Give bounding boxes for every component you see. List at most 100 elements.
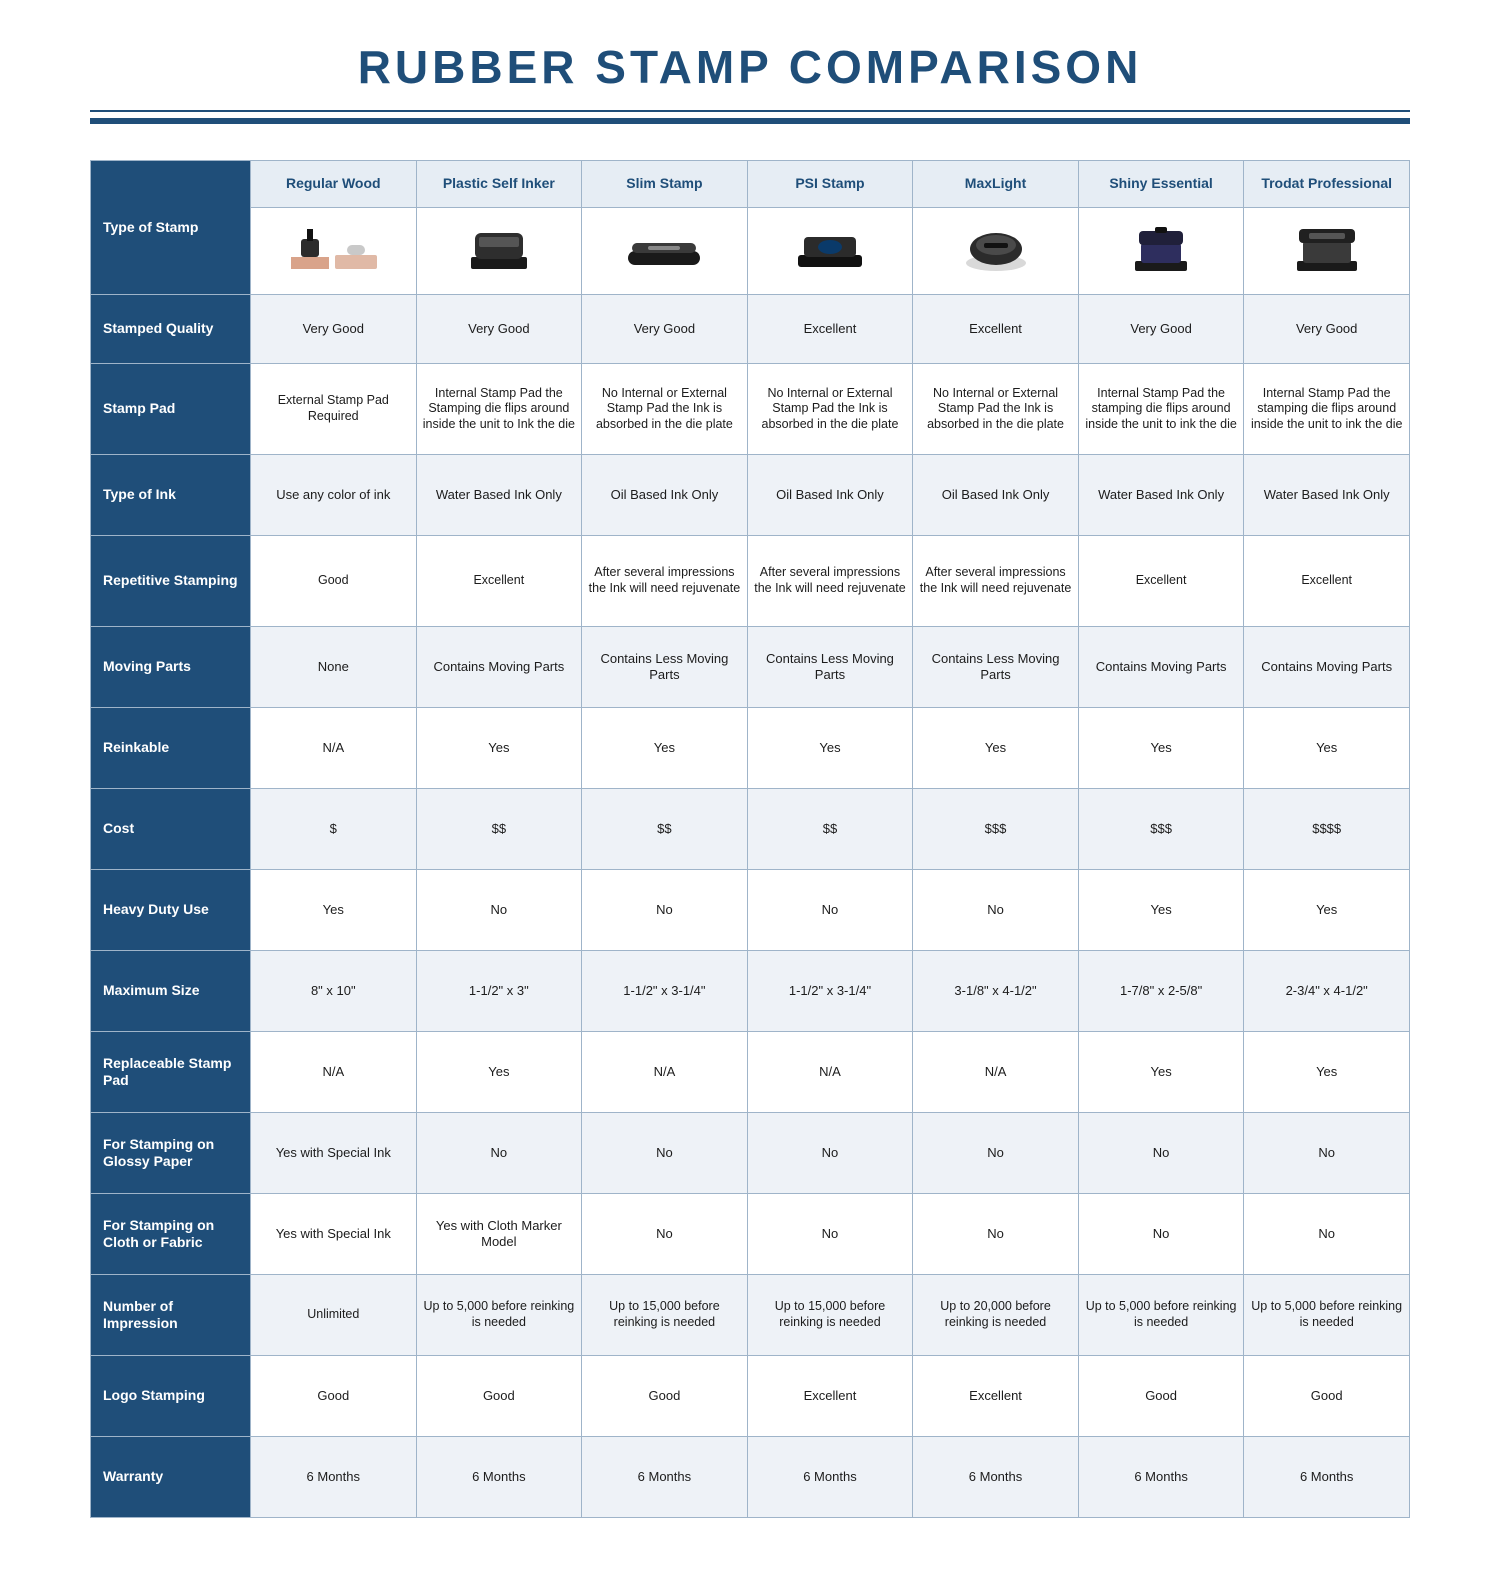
cell: After several impressions the Ink will n…	[913, 536, 1079, 627]
cell: Water Based Ink Only	[1078, 455, 1244, 536]
stamp-image-cell	[747, 208, 913, 295]
cell: Excellent	[1078, 536, 1244, 627]
table-body: Stamped QualityVery GoodVery GoodVery Go…	[91, 295, 1410, 1518]
cell: Good	[582, 1356, 748, 1437]
row-label: Warranty	[91, 1437, 251, 1518]
cell: 1-1/2" x 3-1/4"	[582, 951, 748, 1032]
table-row: Number of ImpressionUnlimitedUp to 5,000…	[91, 1275, 1410, 1356]
table-row: ReinkableN/AYesYesYesYesYesYes	[91, 708, 1410, 789]
table-row: Moving PartsNoneContains Moving PartsCon…	[91, 627, 1410, 708]
cell: No	[416, 870, 582, 951]
cell: 6 Months	[1244, 1437, 1410, 1518]
page-title: RUBBER STAMP COMPARISON	[90, 40, 1410, 94]
cell: Yes with Special Ink	[251, 1113, 417, 1194]
cell: No	[913, 870, 1079, 951]
col-header: Plastic Self Inker	[416, 161, 582, 208]
cell: External Stamp Pad Required	[251, 364, 417, 455]
cell: $$$$	[1244, 789, 1410, 870]
col-header: PSI Stamp	[747, 161, 913, 208]
table-row: Cost$$$$$$$$$$$$$$$$$	[91, 789, 1410, 870]
cell: $	[251, 789, 417, 870]
stamp-psi-icon	[780, 223, 880, 275]
stamp-image-cell	[913, 208, 1079, 295]
cell: Excellent	[913, 1356, 1079, 1437]
cell: No	[1244, 1113, 1410, 1194]
cell: No	[747, 1194, 913, 1275]
cell: Excellent	[913, 295, 1079, 364]
stamp-wood-icon	[283, 223, 383, 275]
cell: Yes	[416, 708, 582, 789]
cell: No	[582, 1113, 748, 1194]
table-row: Replaceable Stamp PadN/AYesN/AN/AN/AYesY…	[91, 1032, 1410, 1113]
cell: Up to 15,000 before reinking is needed	[747, 1275, 913, 1356]
cell: N/A	[251, 708, 417, 789]
cell: No Internal or External Stamp Pad the In…	[747, 364, 913, 455]
cell: Up to 15,000 before reinking is needed	[582, 1275, 748, 1356]
row-label: Heavy Duty Use	[91, 870, 251, 951]
cell: Yes	[1244, 1032, 1410, 1113]
cell: No	[747, 870, 913, 951]
stamp-max-icon	[946, 223, 1046, 275]
cell: Very Good	[251, 295, 417, 364]
cell: No	[1244, 1194, 1410, 1275]
row-label: Reinkable	[91, 708, 251, 789]
cell: Yes	[747, 708, 913, 789]
cell: Use any color of ink	[251, 455, 417, 536]
stamp-image-cell	[416, 208, 582, 295]
cell: $$	[416, 789, 582, 870]
cell: Yes	[1244, 708, 1410, 789]
cell: Yes	[1078, 870, 1244, 951]
cell: Good	[1078, 1356, 1244, 1437]
stamp-shiny-icon	[1111, 223, 1211, 275]
cell: 6 Months	[582, 1437, 748, 1518]
corner-label: Type of Stamp	[91, 161, 251, 295]
col-header: Trodat Professional	[1244, 161, 1410, 208]
cell: No Internal or External Stamp Pad the In…	[582, 364, 748, 455]
cell: Yes with Special Ink	[251, 1194, 417, 1275]
table-row: Logo StampingGoodGoodGoodExcellentExcell…	[91, 1356, 1410, 1437]
cell: $$$	[1078, 789, 1244, 870]
cell: 6 Months	[913, 1437, 1079, 1518]
row-label: Replaceable Stamp Pad	[91, 1032, 251, 1113]
cell: Yes	[416, 1032, 582, 1113]
cell: Yes	[1244, 870, 1410, 951]
cell: Contains Moving Parts	[1078, 627, 1244, 708]
stamp-image-cell	[582, 208, 748, 295]
cell: After several impressions the Ink will n…	[747, 536, 913, 627]
cell: Good	[416, 1356, 582, 1437]
cell: N/A	[582, 1032, 748, 1113]
table-row: Maximum Size8" x 10"1-1/2" x 3"1-1/2" x …	[91, 951, 1410, 1032]
cell: No	[416, 1113, 582, 1194]
col-header: MaxLight	[913, 161, 1079, 208]
stamp-image-cell	[1244, 208, 1410, 295]
row-label: Type of Ink	[91, 455, 251, 536]
cell: Oil Based Ink Only	[582, 455, 748, 536]
cell: $$$	[913, 789, 1079, 870]
cell: $$	[582, 789, 748, 870]
stamp-slim-icon	[614, 223, 714, 275]
cell: Oil Based Ink Only	[747, 455, 913, 536]
row-label: For Stamping on Cloth or Fabric	[91, 1194, 251, 1275]
cell: Excellent	[1244, 536, 1410, 627]
cell: 3-1/8" x 4-1/2"	[913, 951, 1079, 1032]
cell: 1-1/2" x 3-1/4"	[747, 951, 913, 1032]
cell: Water Based Ink Only	[416, 455, 582, 536]
cell: Contains Less Moving Parts	[747, 627, 913, 708]
cell: 6 Months	[251, 1437, 417, 1518]
table-row: Type of InkUse any color of inkWater Bas…	[91, 455, 1410, 536]
cell: Water Based Ink Only	[1244, 455, 1410, 536]
table-row: For Stamping on Cloth or FabricYes with …	[91, 1194, 1410, 1275]
comparison-table: Type of Stamp Regular Wood Plastic Self …	[90, 160, 1410, 1518]
table-row: Repetitive StampingGoodExcellentAfter se…	[91, 536, 1410, 627]
cell: 6 Months	[747, 1437, 913, 1518]
cell: Yes	[1078, 1032, 1244, 1113]
cell: N/A	[913, 1032, 1079, 1113]
title-rule-thin	[90, 110, 1410, 112]
cell: No	[1078, 1194, 1244, 1275]
table-row: Stamped QualityVery GoodVery GoodVery Go…	[91, 295, 1410, 364]
cell: Excellent	[747, 295, 913, 364]
cell: Internal Stamp Pad the stamping die flip…	[1078, 364, 1244, 455]
col-header: Shiny Essential	[1078, 161, 1244, 208]
image-row	[91, 208, 1410, 295]
page: RUBBER STAMP COMPARISON Type of Stamp Re…	[0, 0, 1500, 1578]
